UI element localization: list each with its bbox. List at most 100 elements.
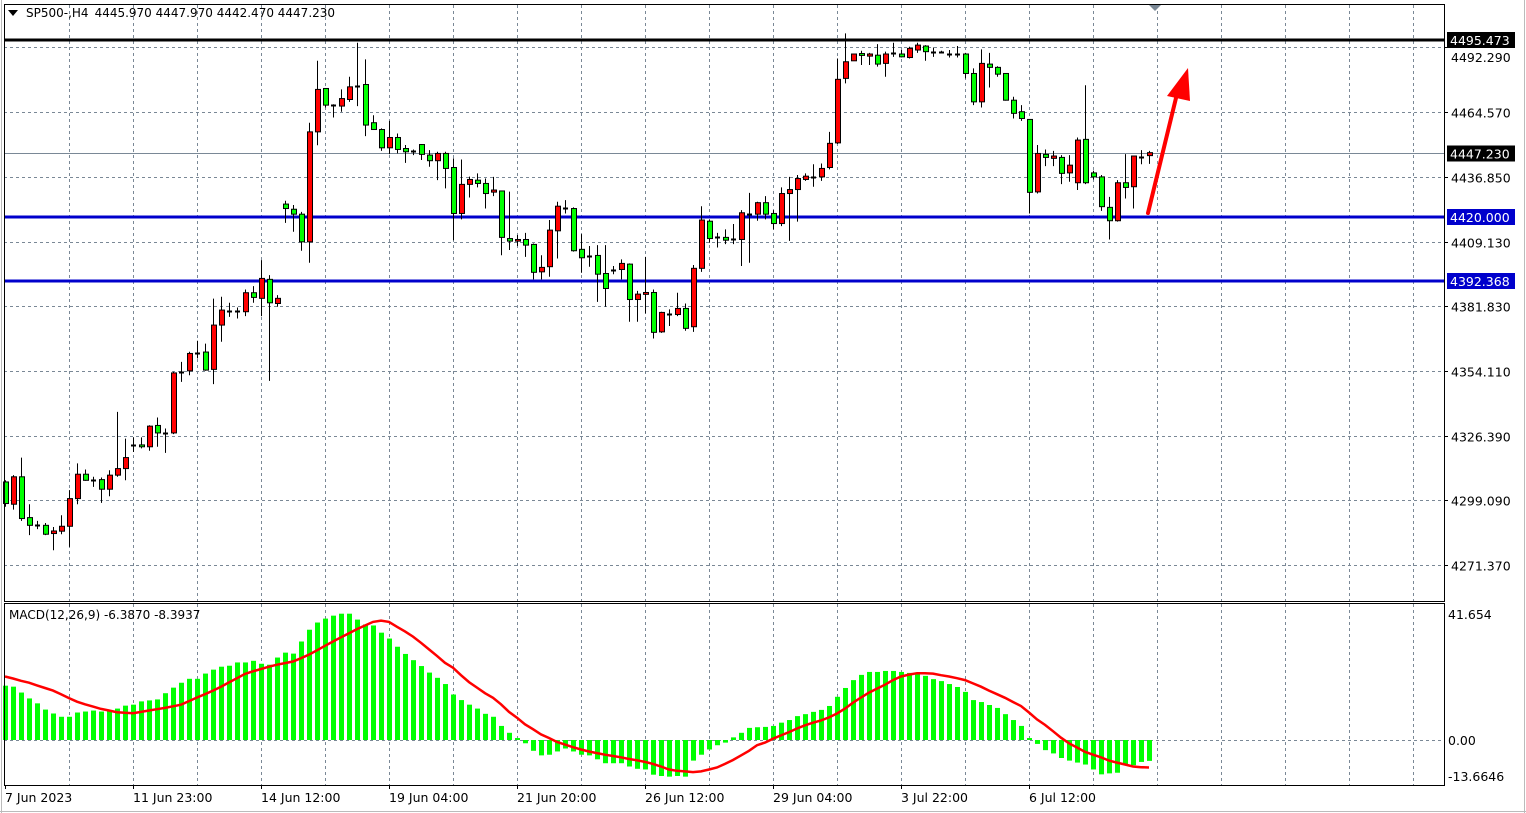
macd-histogram-bar [1035,740,1040,744]
candle [43,522,49,536]
macd-histogram-bar [459,700,464,740]
macd-histogram-bar [1003,714,1008,740]
candle-body [1035,152,1041,193]
candle-body [603,272,609,289]
candle-body [1075,139,1081,184]
candle-body [379,129,385,149]
time-tick-label: 29 Jun 04:00 [773,790,852,805]
candle-body [467,178,473,185]
candle [1075,137,1081,191]
candle-body [819,167,825,178]
macd-histogram-bar [771,725,776,740]
macd-histogram-bar [571,740,576,752]
candle-body [827,142,833,169]
macd-histogram-bar [435,677,440,740]
macd-histogram-bar [347,613,352,740]
macd-histogram-bar [211,669,216,740]
candle [1035,144,1041,194]
candle [275,295,281,307]
grid [4,5,1444,785]
macd-histogram-bar [1147,740,1152,761]
candle [19,457,25,521]
candle-body [779,193,785,225]
candle [715,232,720,248]
candle-body [555,205,561,232]
candle [491,176,497,197]
candle [1051,150,1057,167]
candle-body [67,498,73,527]
candle [323,87,329,108]
candle-body [155,424,161,434]
macd-tick-label: -13.6646 [1448,769,1504,784]
dropdown-triangle-icon[interactable] [8,10,18,16]
candle-body [795,178,801,191]
candle [635,290,641,322]
candle [419,144,425,160]
candle [139,437,145,449]
macd-panel [3,613,1152,777]
macd-histogram-bar [851,680,856,740]
candle-body [291,208,297,215]
macd-histogram-bar [171,687,176,740]
macd-histogram-bar [803,714,808,740]
candle [187,351,193,376]
macd-histogram-bar [579,740,584,755]
macd-histogram-bar [307,629,312,740]
candle [931,47,936,57]
macd-histogram-bar [1107,740,1112,774]
candle-body [627,263,633,301]
macd-histogram-bar [1123,740,1128,765]
macd-histogram-bar [499,725,504,740]
chart-shift-marker-icon[interactable] [1149,5,1161,11]
macd-histogram-bar [1139,740,1144,762]
candle-body [51,530,57,535]
time-tick-label: 14 Jun 12:00 [261,790,340,805]
macd-histogram-bar [507,732,512,740]
macd-histogram-bar [915,673,920,740]
candle [579,234,585,273]
candle [987,52,993,88]
macd-histogram-bar [971,700,976,740]
candle-body [1131,155,1137,188]
macd-histogram-bar [1019,725,1024,740]
candle-body [1019,111,1025,119]
candle [283,200,289,223]
candle [155,417,161,447]
macd-histogram-bar [475,708,480,740]
red-up-arrow-icon[interactable] [1146,68,1190,215]
candle [1091,170,1097,180]
candle [1099,175,1105,211]
candle [627,263,633,322]
candle [1131,155,1137,209]
macd-histogram-bar [467,704,472,740]
candle-body [347,86,353,101]
candle-body [1043,153,1049,158]
macd-histogram-bar [99,711,104,740]
macd-histogram-bar [819,709,824,740]
candle [291,205,297,232]
macd-histogram-bar [747,727,752,740]
candle-body [123,457,129,470]
macd-histogram-bar [995,707,1000,740]
macd-histogram-bar [59,716,64,740]
price-level-label: 4392.368 [1450,274,1510,289]
candle [787,176,793,241]
candle-body [251,292,257,298]
candle-body [299,213,305,243]
horizontal-lines[interactable] [4,38,1444,283]
candle [979,49,985,108]
candle-body [739,212,745,240]
candle [603,245,609,307]
candle [315,60,321,146]
candle [811,164,816,187]
candle [691,265,697,332]
macd-histogram-bar [691,740,696,761]
candle [531,243,537,280]
macd-histogram-bar [763,726,768,740]
candle [331,104,336,118]
candle [1067,155,1073,182]
macd-histogram-bar [939,681,944,740]
macd-histogram-bar [987,704,992,740]
